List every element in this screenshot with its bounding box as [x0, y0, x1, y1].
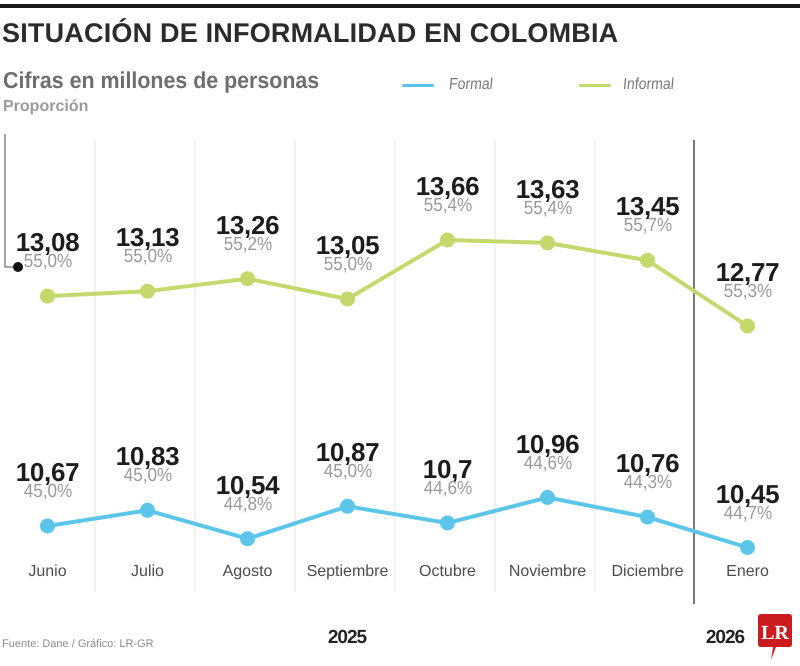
svg-text:LR: LR: [761, 622, 789, 644]
